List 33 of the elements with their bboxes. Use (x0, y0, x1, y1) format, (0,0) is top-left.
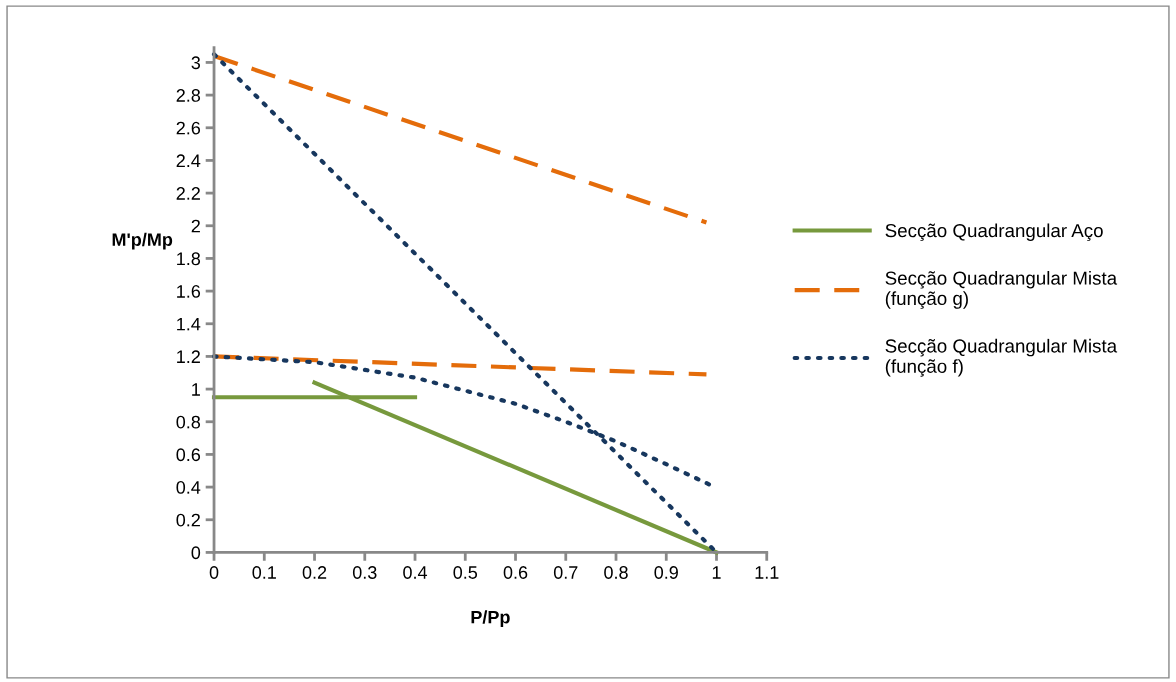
x-tick-label: 0.3 (352, 566, 377, 579)
x-tick-label: 1.1 (755, 566, 779, 579)
y-tick-label: 2.2 (176, 187, 200, 200)
y-tick-label: 3 (191, 56, 201, 70)
y-tick-label: 0.6 (176, 448, 201, 462)
y-tick-label: 1.6 (177, 285, 201, 298)
x-axis-title: P/Pp (471, 610, 510, 628)
x-tick-label: 0.4 (403, 566, 428, 579)
x-tick-label: 0 (209, 566, 219, 579)
y-tick-label: 2.8 (176, 89, 201, 102)
y-axis-title: M'p/Mp (112, 232, 173, 250)
y-tick-label: 0.2 (176, 513, 200, 527)
y-tick-label: 1 (192, 383, 200, 396)
x-tick-label: 0.1 (252, 566, 276, 579)
y-tick-label: 2 (191, 219, 200, 233)
legend-label: Secção Quadrangular Mista (função g) (885, 271, 1118, 309)
y-tick-label: 0.8 (176, 415, 201, 429)
legend-label: Secção Quadrangular Aço (885, 223, 1103, 242)
x-tick-label: 0.5 (453, 566, 478, 579)
y-tick-label: 0 (191, 546, 201, 560)
y-tick-label: 1.8 (177, 252, 201, 266)
x-tick-label: 1 (712, 566, 721, 579)
y-tick-label: 2.6 (176, 121, 201, 135)
x-tick-label: 0.7 (553, 566, 578, 579)
x-tick-label: 0.6 (503, 566, 528, 579)
y-tick-label: 0.4 (176, 481, 201, 494)
y-tick-label: 2.4 (176, 154, 201, 167)
y-tick-label: 1.4 (177, 317, 201, 331)
legend-label: Secção Quadrangular Mista (função f) (885, 338, 1118, 377)
x-tick-label: 0.8 (604, 566, 628, 579)
y-tick-label: 1.2 (177, 350, 200, 363)
x-tick-label: 0.2 (302, 566, 327, 579)
x-tick-label: 0.9 (654, 566, 678, 579)
